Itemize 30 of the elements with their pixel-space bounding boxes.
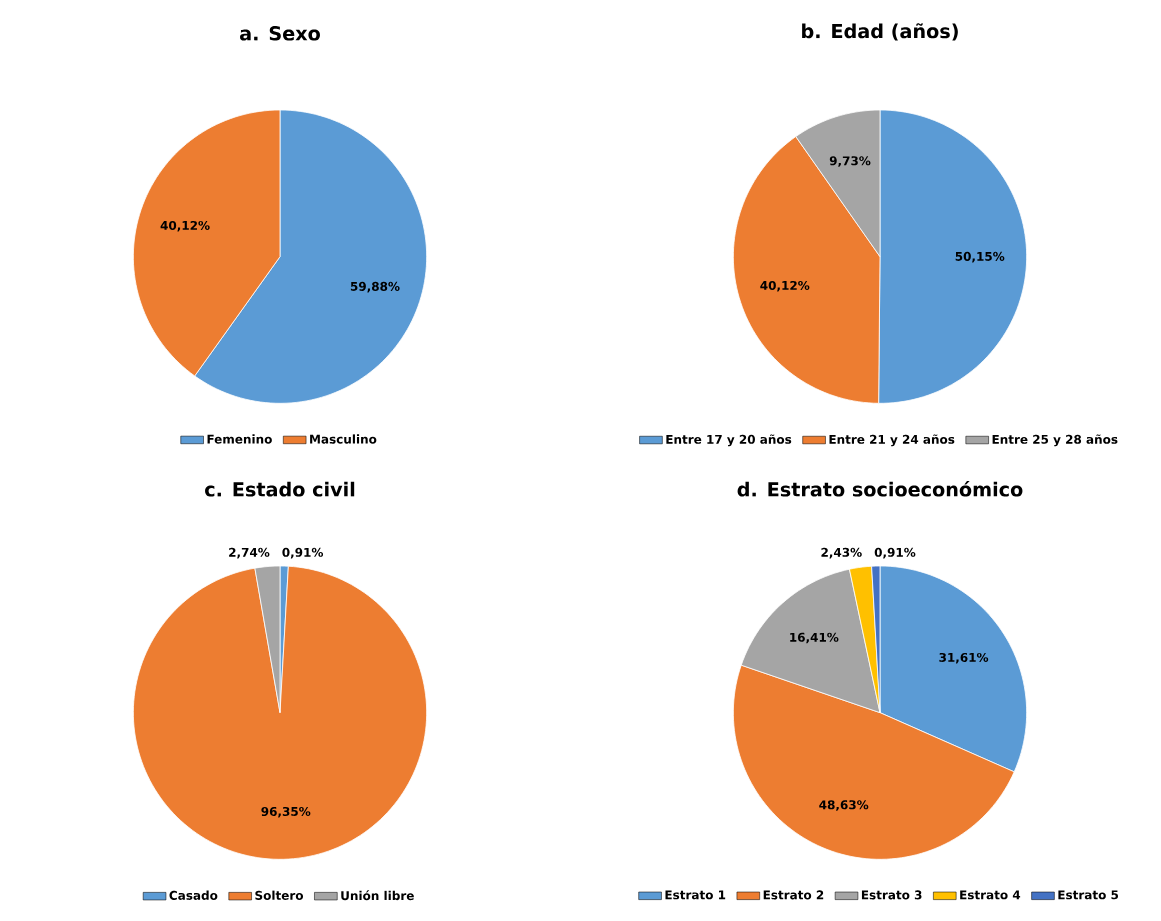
- data-label: 2,74%: [229, 547, 270, 559]
- data-label: 40,12%: [160, 220, 210, 232]
- legend-label: Femenino: [207, 434, 272, 444]
- data-label: 50,15%: [955, 251, 1005, 263]
- data-label: 0,91%: [874, 547, 916, 559]
- legend-label: Estrato 5: [1058, 890, 1119, 900]
- legend-label: Soltero: [255, 890, 304, 900]
- data-label: 59,88%: [350, 281, 400, 293]
- legend-label: Entre 25 y 28 años: [992, 434, 1118, 447]
- legend-label: Estrato 4: [960, 890, 1021, 900]
- legend-label: Casado: [169, 890, 218, 900]
- data-label: 48,63%: [819, 800, 869, 811]
- chart-title: d. Estrato socioeconómico: [737, 480, 1023, 497]
- data-label: 16,41%: [790, 632, 839, 644]
- data-label: 0,91%: [282, 547, 324, 559]
- data-label: 2,43%: [821, 547, 862, 559]
- legend-label: Entre 17 y 20 años: [666, 434, 792, 447]
- chart-title: a. Sexo: [240, 26, 320, 41]
- chart-title: b. Edad (años): [802, 23, 958, 41]
- legend-label: Masculino: [310, 434, 377, 444]
- data-label: 9,73%: [829, 156, 871, 167]
- legend-label: Estrato 2: [763, 890, 824, 900]
- legend-label: Unión libre: [341, 890, 414, 901]
- data-label: 96,35%: [261, 806, 311, 818]
- legend-label: Entre 21 y 24 años: [829, 434, 955, 447]
- legend-label: Estrato 3: [861, 890, 922, 900]
- data-label: 31,61%: [939, 652, 989, 664]
- data-label: 40,12%: [760, 280, 810, 292]
- chart-title: c. Estado civil: [205, 481, 355, 497]
- legend-label: Estrato 1: [665, 890, 726, 900]
